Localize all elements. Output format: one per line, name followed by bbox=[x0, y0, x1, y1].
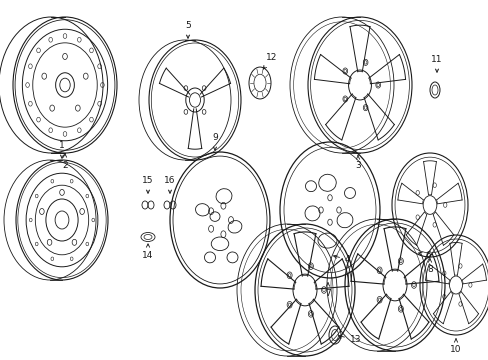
Text: 8: 8 bbox=[426, 259, 432, 274]
Text: 10: 10 bbox=[449, 339, 461, 354]
Text: 5: 5 bbox=[185, 21, 190, 38]
Text: 15: 15 bbox=[142, 176, 153, 193]
Text: 3: 3 bbox=[354, 156, 360, 170]
Text: 2: 2 bbox=[62, 154, 68, 170]
Text: 7: 7 bbox=[325, 283, 330, 298]
Text: 14: 14 bbox=[142, 244, 153, 260]
Text: 16: 16 bbox=[164, 176, 175, 193]
Text: 12: 12 bbox=[263, 53, 277, 69]
Text: 4: 4 bbox=[333, 255, 350, 264]
Text: 11: 11 bbox=[430, 55, 442, 72]
Text: 1: 1 bbox=[59, 141, 65, 158]
Text: 13: 13 bbox=[338, 335, 361, 344]
Text: 9: 9 bbox=[212, 133, 218, 150]
Text: 6: 6 bbox=[418, 251, 430, 260]
